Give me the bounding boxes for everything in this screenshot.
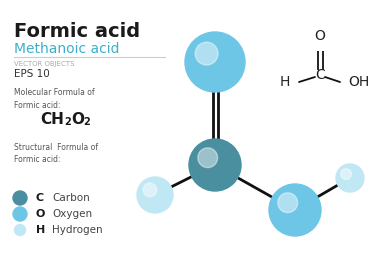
Text: Molecular Formula of
Formic acid:: Molecular Formula of Formic acid: [14, 88, 95, 109]
Text: Structural  Formula of
Formic acid:: Structural Formula of Formic acid: [14, 143, 98, 165]
Circle shape [198, 148, 218, 168]
Text: Oxygen: Oxygen [52, 209, 92, 219]
Text: O: O [315, 29, 325, 43]
Circle shape [13, 191, 27, 205]
Circle shape [195, 42, 218, 65]
Text: Methanoic acid: Methanoic acid [14, 42, 119, 56]
Text: H: H [280, 75, 290, 89]
Text: VECTOR OBJECTS: VECTOR OBJECTS [14, 61, 74, 67]
Circle shape [336, 164, 364, 192]
Circle shape [137, 177, 173, 213]
Text: O: O [36, 209, 45, 219]
Text: C: C [36, 193, 44, 203]
Text: Formic acid: Formic acid [14, 22, 140, 41]
Text: CH: CH [40, 112, 64, 127]
Circle shape [269, 184, 321, 236]
Text: OH: OH [348, 75, 369, 89]
Text: Hydrogen: Hydrogen [52, 225, 103, 235]
Text: Carbon: Carbon [52, 193, 90, 203]
Text: 2: 2 [64, 117, 71, 127]
Text: H: H [36, 225, 45, 235]
Text: EPS 10: EPS 10 [14, 69, 50, 79]
Circle shape [14, 225, 25, 235]
Text: O: O [71, 112, 84, 127]
Circle shape [13, 207, 27, 221]
Text: C: C [315, 68, 325, 82]
Text: 2: 2 [83, 117, 90, 127]
Circle shape [278, 193, 298, 213]
Circle shape [341, 169, 351, 179]
Circle shape [185, 32, 245, 92]
Circle shape [143, 183, 157, 197]
Circle shape [189, 139, 241, 191]
